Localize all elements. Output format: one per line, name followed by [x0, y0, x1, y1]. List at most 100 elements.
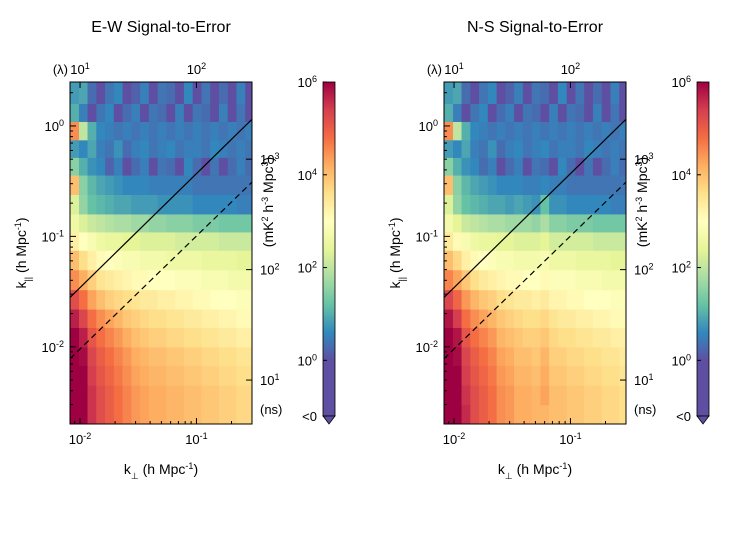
heatmap-cell	[479, 213, 489, 233]
heatmap-cell	[610, 365, 620, 386]
heatmap-cell	[540, 269, 550, 291]
panel-1: 10-2 10-1 100 10-1 10-2 101 102 (λ) 103 102 101 (ns…	[387, 19, 710, 481]
heatmap-cell	[549, 194, 559, 215]
heatmap-cell	[444, 289, 454, 310]
heatmap-cell	[557, 157, 568, 176]
heatmap-cell	[601, 404, 612, 424]
heatmap-cell	[566, 365, 577, 386]
heatmap-cell	[210, 231, 220, 251]
heatmap-cell	[96, 404, 106, 424]
heatmap-cell	[166, 346, 176, 366]
heatmap-cell	[470, 385, 480, 406]
heatmap-cell	[453, 231, 463, 251]
heatmap-cell	[566, 309, 577, 328]
heatmap-cell	[192, 194, 203, 215]
heatmap-cell	[610, 139, 620, 158]
heatmap-cell	[157, 250, 168, 271]
heatmap-cell	[210, 213, 220, 233]
heatmap-cell	[566, 327, 577, 348]
heatmap-cell	[166, 194, 176, 215]
heatmap-cell	[540, 289, 550, 310]
heatmap-cell	[575, 213, 585, 233]
heatmap-cell	[166, 103, 176, 122]
heatmap-cell	[540, 309, 550, 328]
heatmap-cell	[218, 404, 229, 424]
heatmap-cell	[444, 269, 454, 291]
heatmap-cell	[192, 289, 203, 310]
heatmap-cell	[557, 194, 568, 215]
heatmap-cell	[601, 139, 612, 158]
y-tick-label: 10-2	[416, 339, 438, 355]
heatmap-cell	[531, 231, 542, 251]
heatmap-cell	[557, 309, 568, 328]
colorbar: 106 104 102 100 <0 (mK2 h-3 Mpc3)	[260, 74, 336, 425]
heatmap-cell	[619, 289, 626, 310]
colorbar-tick-label: 104	[672, 167, 691, 183]
heatmap-cell	[566, 103, 577, 122]
heatmap-cell	[522, 231, 533, 251]
heatmap-cell	[192, 157, 203, 176]
heatmap-cell	[245, 365, 252, 386]
heatmap-cell	[96, 103, 106, 122]
heatmap-cell	[131, 139, 141, 158]
heatmap-cell	[496, 121, 506, 141]
heatmap-cell	[192, 139, 203, 158]
heatmap-cell	[584, 157, 594, 176]
heatmap-cell	[575, 365, 585, 386]
heatmap-cell	[131, 250, 141, 271]
heatmap-cell	[470, 103, 480, 122]
heatmap-cell	[105, 289, 115, 310]
heatmap-cell	[79, 327, 89, 348]
heatmap-cell	[522, 269, 533, 291]
heatmap-cell	[183, 174, 194, 195]
heatmap-cell	[479, 157, 489, 176]
heatmap-cell	[549, 157, 559, 176]
heatmap-cell	[575, 194, 585, 215]
heatmap-cell	[444, 309, 454, 328]
heatmap-cell	[470, 289, 480, 310]
heatmap-cell	[540, 139, 550, 158]
heatmap-cell	[140, 269, 150, 291]
heatmap-cell	[96, 194, 106, 215]
heatmap-cell	[227, 404, 238, 424]
heatmap-cell	[505, 231, 515, 251]
heatmap-cell	[461, 404, 471, 424]
heatmap-cell	[113, 174, 124, 195]
heatmap-cell	[601, 309, 612, 328]
heatmap-cell	[619, 404, 626, 424]
heatmap-cell	[175, 82, 185, 104]
heatmap-cell	[105, 157, 115, 176]
heatmap-cell	[131, 365, 141, 386]
heatmap-cell	[131, 194, 141, 215]
heatmap-cell	[87, 194, 97, 215]
heatmap-cell	[566, 121, 577, 141]
heatmap-cell	[592, 327, 603, 348]
right-tick-label: 101	[260, 372, 279, 388]
heatmap-cell	[131, 231, 141, 251]
heatmap-cell	[496, 385, 506, 406]
heatmap-cell	[122, 103, 132, 122]
heatmap-cell	[584, 121, 594, 141]
heatmap-cell	[487, 213, 498, 233]
heatmap-cell	[461, 139, 471, 158]
heatmap-cell	[79, 289, 89, 310]
heatmap-cell	[487, 194, 498, 215]
right-axis-label: (ns)	[634, 402, 656, 417]
heatmap-cell	[140, 327, 150, 348]
heatmap-cell	[192, 346, 203, 366]
heatmap-cell	[557, 365, 568, 386]
heatmap-cell	[496, 194, 506, 215]
heatmap-cell	[496, 269, 506, 291]
heatmap-cell	[148, 250, 159, 271]
heatmap-cell	[540, 82, 550, 104]
heatmap-cell	[610, 404, 620, 424]
heatmap-cell	[575, 231, 585, 251]
heatmap-cell	[496, 213, 506, 233]
heatmap-cell	[461, 250, 471, 271]
heatmap-cell	[79, 121, 89, 141]
heatmap-cell	[183, 385, 194, 406]
heatmap-cell	[201, 139, 211, 158]
colorbar: 106 104 102 100 <0 (mK2 h-3 Mpc3)	[634, 74, 710, 425]
heatmap-cell	[236, 194, 246, 215]
heatmap-cell	[113, 103, 124, 122]
